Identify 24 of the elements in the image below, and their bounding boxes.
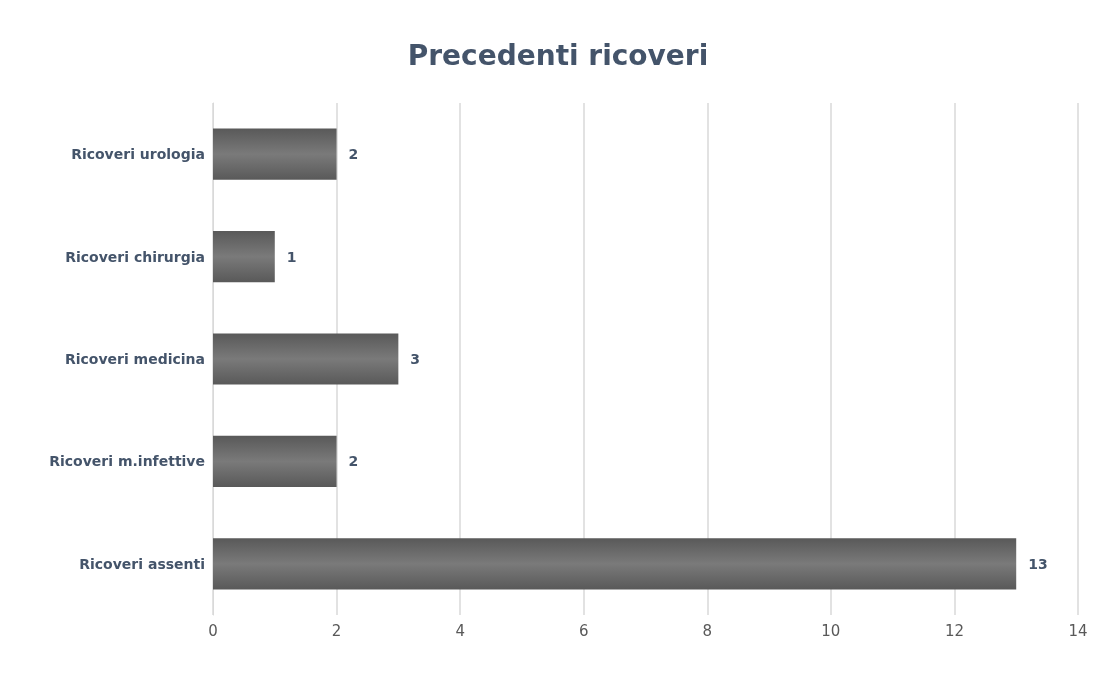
data-label: 3 bbox=[410, 351, 421, 367]
x-tick-label: 8 bbox=[702, 621, 713, 640]
data-label: 2 bbox=[348, 146, 359, 163]
data-label: 13 bbox=[1028, 555, 1048, 572]
chart-title: Precedenti ricoveri bbox=[407, 38, 709, 72]
data-label: 1 bbox=[286, 248, 297, 265]
x-tick-label: 4 bbox=[455, 621, 465, 640]
x-tick-label: 2 bbox=[331, 621, 342, 640]
x-tick-label: 12 bbox=[944, 621, 964, 640]
x-tick-label: 6 bbox=[578, 621, 589, 640]
bar bbox=[213, 333, 399, 385]
bar bbox=[213, 128, 337, 180]
x-tick-label: 10 bbox=[821, 621, 841, 640]
y-tick-label: Ricoveri m.infettive bbox=[49, 453, 205, 470]
x-tick-label: 0 bbox=[208, 621, 218, 640]
bar bbox=[213, 538, 1017, 590]
y-tick-label: Ricoveri chirurgia bbox=[65, 248, 205, 265]
bar bbox=[213, 231, 275, 283]
y-tick-label: Ricoveri medicina bbox=[64, 351, 205, 367]
y-tick-label: Ricoveri urologia bbox=[71, 146, 205, 163]
bar bbox=[213, 435, 337, 487]
x-tick-label: 14 bbox=[1068, 621, 1088, 640]
y-tick-label: Ricoveri assenti bbox=[79, 555, 205, 572]
data-label: 2 bbox=[348, 453, 359, 470]
